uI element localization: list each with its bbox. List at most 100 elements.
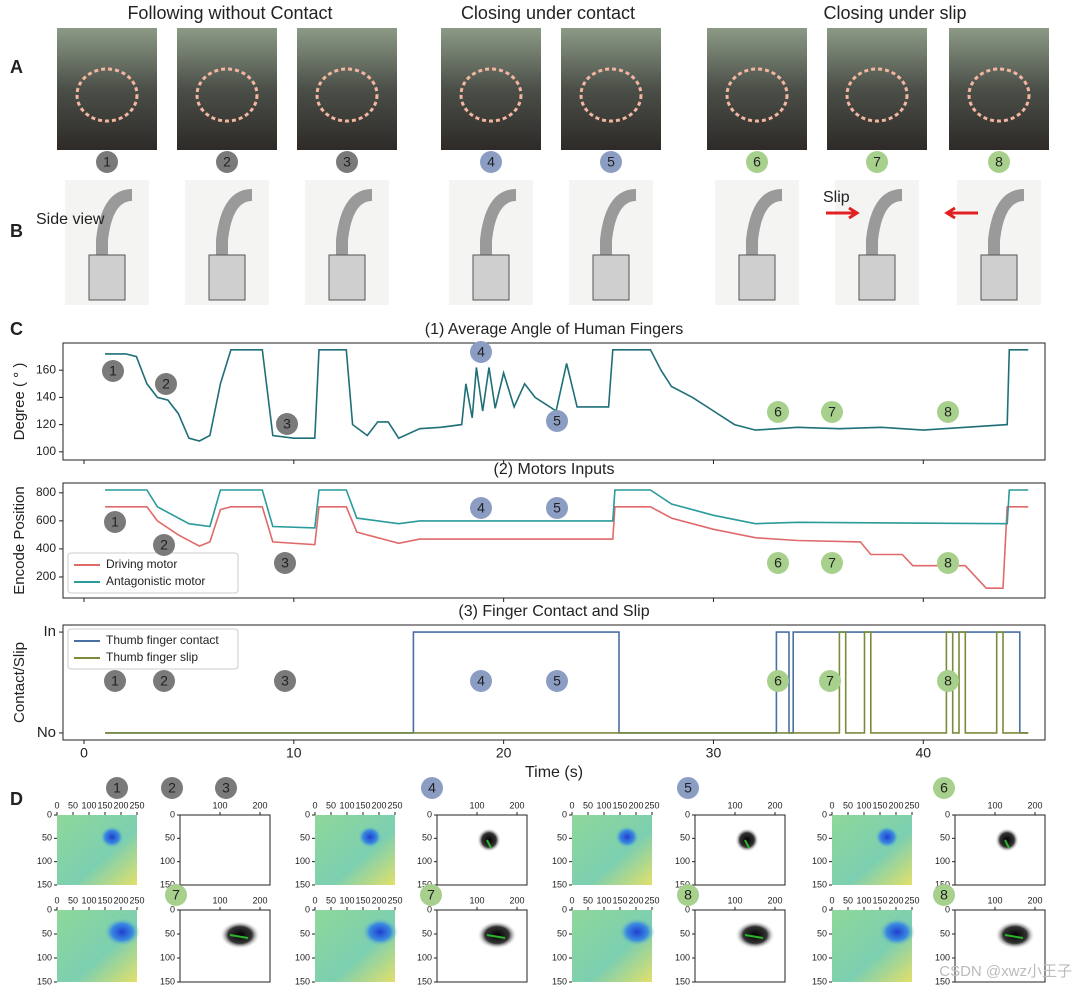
heat-x-tick-label: 150: [97, 800, 112, 810]
data-line: [105, 631, 1029, 734]
heat-x-tick-label: 50: [843, 800, 853, 810]
step-badge: [420, 884, 442, 906]
robot-base: [328, 254, 366, 301]
step-number: 4: [477, 344, 485, 360]
step-number: 2: [168, 780, 176, 796]
step-badge: [153, 670, 175, 692]
panel-label: C: [10, 319, 23, 339]
step-number: 4: [487, 154, 495, 170]
robot-base: [980, 254, 1018, 301]
contact-x-tick-label: 100: [469, 800, 484, 810]
y-tick-label: No: [37, 724, 56, 741]
slip-track: [744, 839, 750, 849]
heat-x-tick-label: 200: [371, 895, 386, 905]
heat-x-tick-label: 100: [596, 895, 611, 905]
plot-frame: [62, 624, 1046, 741]
tactile-heatmap: [572, 815, 652, 885]
heat-x-tick-label: 200: [888, 800, 903, 810]
y-tick-label: 100: [295, 856, 310, 866]
y-tick-label: 100: [417, 952, 432, 962]
step-badge: [937, 401, 959, 423]
step-badge: [546, 497, 568, 519]
step-badge: [102, 360, 124, 382]
group-title: Closing under contact: [461, 3, 635, 23]
step-number: 6: [940, 780, 948, 796]
heat-x-tick-label: 250: [644, 895, 659, 905]
y-tick-label: 0: [822, 904, 827, 914]
hand-keypoints: [967, 67, 1031, 123]
heat-x-tick-label: 100: [339, 895, 354, 905]
step-badge: [546, 670, 568, 692]
heat-x-tick-label: 250: [129, 800, 144, 810]
step-badge: [767, 552, 789, 574]
side-view: Side view: [36, 211, 105, 228]
x-tick-label: 0: [80, 745, 88, 761]
step-number: 2: [160, 673, 168, 689]
step-badge: [274, 552, 296, 574]
y-tick-label: 0: [170, 809, 175, 819]
panel-label: A: [10, 57, 23, 77]
robot-base: [472, 254, 510, 301]
y-tick-label: 150: [935, 976, 950, 986]
y-tick-label: 100: [935, 952, 950, 962]
hand-photo: [297, 28, 397, 150]
contact-x-tick-label: 200: [252, 800, 267, 810]
hand-keypoints: [75, 67, 139, 123]
pressure-blob: [104, 918, 140, 946]
slip-track: [486, 839, 492, 849]
step-badge: [336, 151, 358, 173]
step-badge: [821, 401, 843, 423]
y-tick-label: 150: [160, 879, 175, 889]
step-number: 6: [774, 555, 782, 571]
contact-blob: [735, 828, 759, 852]
slip-arrow: [826, 206, 860, 220]
hand-keypoints: [725, 67, 789, 123]
step-number: 5: [684, 780, 692, 796]
y-tick-label: 150: [295, 976, 310, 986]
y-tick-label: 120: [36, 417, 56, 431]
step-badge: [421, 777, 443, 799]
contact-map: [954, 814, 1046, 886]
y-tick-label: 0: [945, 809, 950, 819]
y-tick-label: 0: [305, 809, 310, 819]
y-tick-label: In: [43, 623, 56, 640]
step-number: 1: [103, 154, 111, 170]
tactile-heatmap: [315, 815, 395, 885]
contact-x-tick-label: 100: [987, 895, 1002, 905]
contact-blob: [220, 921, 260, 949]
pressure-blob: [875, 826, 899, 848]
robot-arm: [988, 189, 1025, 300]
y-tick-label: 100: [417, 856, 432, 866]
contact-x-tick-label: 100: [469, 895, 484, 905]
hand-photo: [827, 28, 927, 150]
y-axis-label: Degree ( ° ): [11, 363, 28, 441]
y-tick-label: 100: [295, 952, 310, 962]
step-badge: [600, 151, 622, 173]
y-tick-label: 50: [300, 928, 310, 938]
heat-x-tick-label: 0: [569, 895, 574, 905]
y-tick-label: 100: [160, 952, 175, 962]
y-tick-label: 150: [675, 976, 690, 986]
slip-track: [1004, 839, 1010, 849]
step-badge: [104, 670, 126, 692]
plot-frame: [62, 482, 1046, 599]
panel-label: B: [10, 221, 23, 241]
slip-track: [744, 934, 764, 939]
step-badge: [821, 552, 843, 574]
hand-keypoints: [845, 67, 909, 123]
step-number: 3: [281, 555, 289, 571]
step-number: 5: [553, 500, 561, 516]
y-tick-label: 100: [36, 444, 56, 458]
legend-label: Thumb finger slip: [106, 650, 198, 664]
heat-x-tick-label: 50: [68, 800, 78, 810]
heat-x-tick-label: 250: [644, 800, 659, 810]
hand-photo: [441, 28, 541, 150]
heat-x-tick-label: 250: [904, 895, 919, 905]
step-badge: [161, 777, 183, 799]
slip-track: [1004, 934, 1024, 939]
step-number: 6: [774, 404, 782, 420]
hand-keypoints: [579, 67, 643, 123]
hand-keypoints: [195, 67, 259, 123]
heat-x-tick-label: 250: [387, 895, 402, 905]
y-tick-label: 0: [427, 904, 432, 914]
